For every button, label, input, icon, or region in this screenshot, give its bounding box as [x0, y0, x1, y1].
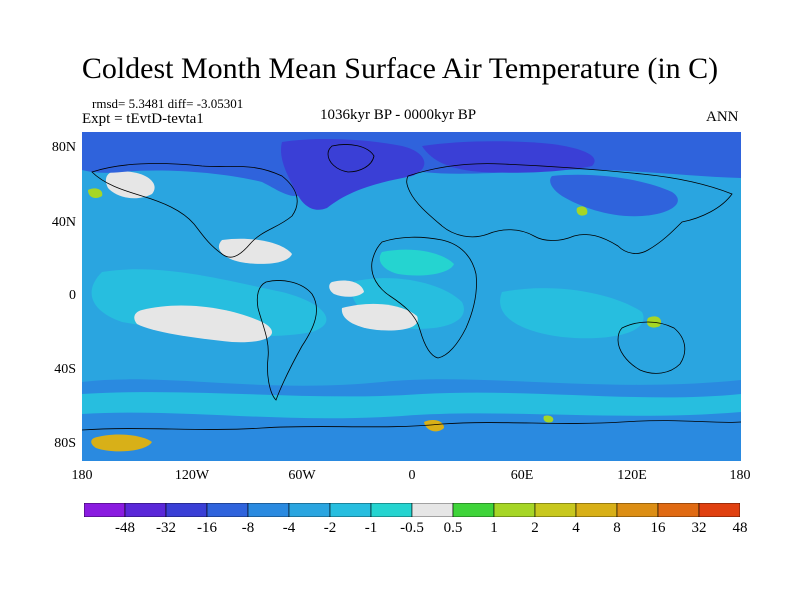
colorbar-label: -1 — [364, 520, 378, 536]
x-tick-label: 60E — [510, 468, 534, 483]
colorbar-segment — [534, 503, 577, 517]
colorbar — [84, 503, 740, 517]
colorbar-label: 48 — [732, 520, 748, 536]
colorbar-label: -0.5 — [400, 520, 424, 536]
warm-antarctic-pacific — [91, 434, 152, 452]
x-tick-label: 120W — [174, 468, 210, 483]
x-tick-label: 120E — [617, 468, 647, 483]
north-atlantic-coldest — [281, 139, 425, 210]
warm-north-pacific — [88, 188, 103, 198]
warm-antarctic-indian — [543, 415, 554, 423]
coast-greenland — [327, 144, 375, 173]
colorbar-label: -4 — [282, 520, 296, 536]
coast-north-america — [91, 163, 298, 258]
y-tick-label: 80S — [54, 436, 76, 451]
colorbar-segment — [165, 503, 208, 517]
colorbar-label: 1 — [490, 520, 498, 536]
y-tick-label: 80N — [51, 140, 76, 155]
chart-title: Coldest Month Mean Surface Air Temperatu… — [81, 52, 719, 85]
southern-light-band — [82, 392, 741, 419]
stats-label: rmsd= 5.3481 diff= -3.05301 — [92, 96, 244, 111]
period-label: 1036kyr BP - 0000kyr BP — [320, 107, 477, 123]
colorbar-segment — [247, 503, 290, 517]
colorbar-label: 8 — [613, 520, 621, 536]
coastlines — [82, 144, 741, 431]
map-svg — [82, 132, 741, 461]
warm-asia — [576, 206, 588, 216]
y-tick-label: 40S — [54, 362, 76, 377]
coast-australia — [617, 321, 686, 374]
tropical-light-indian — [500, 288, 644, 339]
x-tick-label: 180 — [71, 468, 93, 483]
colorbar-label: -2 — [323, 520, 337, 536]
colorbar-segment — [206, 503, 249, 517]
teal-equatorial — [379, 249, 454, 276]
colorbar-segment — [124, 503, 167, 517]
colorbar-segment — [493, 503, 536, 517]
colorbar-segment — [329, 503, 372, 517]
near-zero-north-america — [218, 238, 292, 264]
colorbar-segment — [575, 503, 618, 517]
season-label: ANN — [706, 109, 739, 125]
experiment-label: Expt = tEvtD-tevta1 — [82, 111, 204, 127]
x-tick-label: 180 — [729, 468, 751, 483]
colorbar-segment — [698, 503, 740, 517]
colorbar-label: 4 — [572, 520, 580, 536]
temperature-map — [82, 132, 741, 461]
near-zero-north-pacific — [105, 171, 155, 199]
colorbar-label: -8 — [241, 520, 255, 536]
x-tick-label: 0 — [408, 468, 416, 483]
colorbar-label: -16 — [197, 520, 217, 536]
colorbar-label: -48 — [115, 520, 135, 536]
colorbar-label: 0.5 — [443, 520, 463, 536]
colorbar-segment — [84, 503, 126, 517]
coast-europe-asia — [406, 163, 733, 254]
colorbar-segment — [288, 503, 331, 517]
colorbar-label: 2 — [531, 520, 539, 536]
east-asia-cold — [550, 174, 678, 217]
y-tick-label: 40N — [51, 215, 76, 230]
antarctic-band — [82, 422, 741, 461]
colorbar-label: 16 — [650, 520, 666, 536]
coast-africa — [371, 236, 477, 359]
colorbar-segment — [452, 503, 495, 517]
colorbar-segment — [411, 503, 454, 517]
coast-south-america — [256, 280, 317, 401]
colorbar-label: -32 — [156, 520, 176, 536]
coast-antarctica — [82, 420, 741, 431]
colorbar-segment — [370, 503, 413, 517]
near-zero-east-pacific-band — [134, 305, 272, 343]
x-tick-label: 60W — [288, 468, 316, 483]
colorbar-label: 32 — [691, 520, 707, 536]
colorbar-segment — [616, 503, 659, 517]
warm-antarctic-atlantic — [424, 420, 444, 432]
near-zero-africa — [329, 280, 364, 297]
colorbar-segment — [657, 503, 700, 517]
near-zero-south-atlantic — [341, 303, 418, 331]
y-tick-label: 0 — [69, 288, 76, 303]
